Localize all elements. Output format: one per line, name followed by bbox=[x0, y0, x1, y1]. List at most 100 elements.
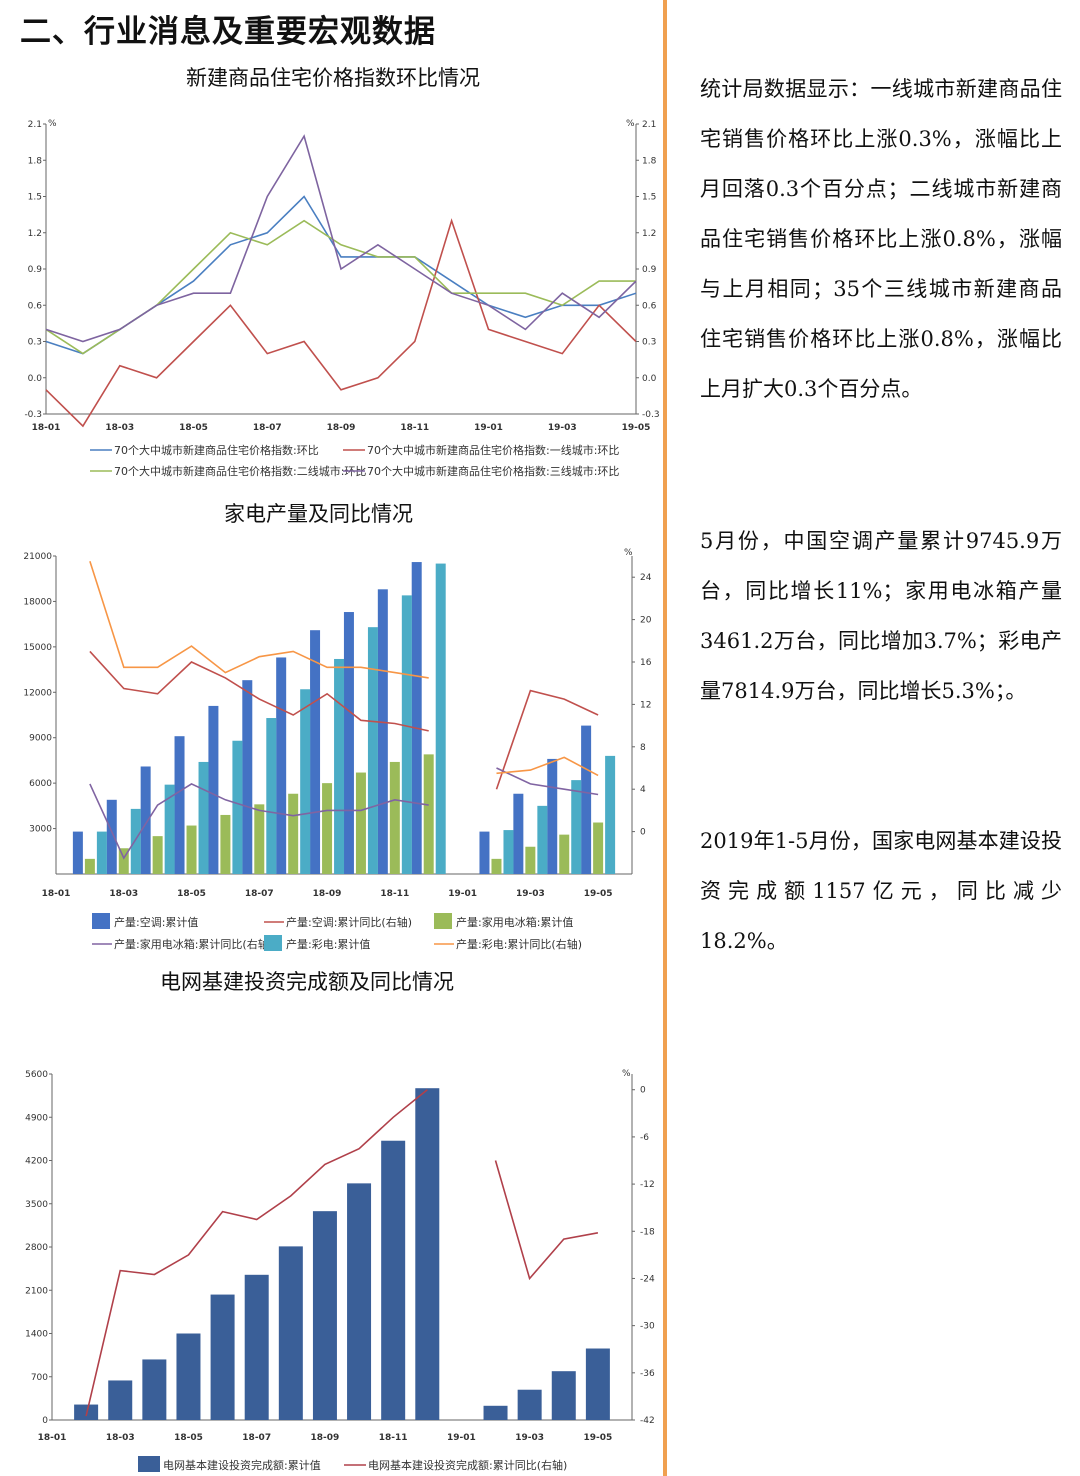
chart2-appliance-output: % 3000 6000 9000 12000 15000 18000 21000 0 4 8 12 16… bbox=[23, 548, 652, 951]
chart1-right-tick-label: 0.0 bbox=[642, 374, 657, 384]
chart2-x-label: 19-05 bbox=[584, 889, 613, 899]
chart2-bar-2 bbox=[220, 814, 231, 874]
chart2-bar-3 bbox=[266, 718, 277, 874]
chart2-bar-2 bbox=[254, 804, 265, 874]
chart2-line-2 bbox=[89, 767, 599, 860]
chart2-x-label: 18-01 bbox=[42, 889, 71, 899]
chart3-grid-investment: % 0 700 1400 2100 2800 3500 4200 4900 5600 -42 -36 -… bbox=[25, 1069, 655, 1472]
chart2-bar-3 bbox=[96, 831, 107, 874]
chart2-bar-1 bbox=[513, 793, 524, 874]
chart2-bar-3 bbox=[164, 784, 175, 874]
paragraph-housing: 统计局数据显示：一线城市新建商品住宅销售价格环比上涨0.3%，涨幅比上月回落0.… bbox=[700, 77, 1062, 401]
chart3-right-tick-label: -36 bbox=[640, 1369, 655, 1379]
chart1-left-tick-label: 0.6 bbox=[28, 301, 43, 311]
chart2-right-tick-label: 16 bbox=[640, 658, 652, 668]
column-divider bbox=[663, 0, 667, 1476]
chart2-bar-1 bbox=[208, 705, 219, 874]
chart2-right-tick-label: 24 bbox=[640, 573, 652, 583]
chart2-bar-3 bbox=[232, 740, 243, 874]
chart1-left-tick-label: 0.3 bbox=[28, 338, 42, 348]
chart2-bar-1 bbox=[174, 736, 185, 874]
chart1-x-label: 19-03 bbox=[548, 423, 577, 433]
chart1-x-label: 18-05 bbox=[179, 423, 208, 433]
chart2-bar-2 bbox=[322, 783, 333, 874]
chart1-left-tick-label: 1.5 bbox=[28, 193, 42, 203]
chart2-bar-2 bbox=[84, 858, 95, 874]
chart1-left-tick-label: 0.9 bbox=[28, 265, 43, 275]
chart3-x-label: 19-01 bbox=[447, 1433, 476, 1443]
chart3-left-tick-label: 3500 bbox=[25, 1200, 48, 1210]
chart2-bar-3 bbox=[605, 755, 616, 874]
chart2-bar-2 bbox=[186, 825, 197, 874]
chart1-right-tick-label: 1.8 bbox=[642, 156, 657, 166]
chart1-left-unit: % bbox=[48, 119, 57, 129]
chart3-x-label: 18-11 bbox=[379, 1433, 408, 1443]
chart2-bar-1 bbox=[343, 612, 354, 874]
chart3-right-tick-label: -24 bbox=[640, 1274, 655, 1284]
chart3-left-tick-label: 2100 bbox=[25, 1286, 48, 1296]
chart2-bar-1 bbox=[411, 562, 422, 874]
chart3-bar bbox=[517, 1389, 542, 1420]
paragraph-grid: 2019年1-5月份，国家电网基本建设投资完成额1157亿元，同比减少18.2%… bbox=[700, 829, 1062, 953]
chart2-x-label: 18-11 bbox=[380, 889, 409, 899]
chart2-bar-2 bbox=[118, 848, 129, 874]
chart3-left-tick-label: 0 bbox=[42, 1416, 48, 1426]
chart3-right-tick-label: -18 bbox=[640, 1227, 655, 1237]
chart3-legend-label: 电网基本建设投资完成额:累计同比(右轴) bbox=[368, 1458, 567, 1472]
chart1-left-tick-label: 1.2 bbox=[28, 229, 42, 239]
chart3-right-tick-label: -6 bbox=[640, 1133, 649, 1143]
chart2-legend-label: 产量:空调:累计值 bbox=[114, 915, 198, 929]
chart2-title: 家电产量及同比情况 bbox=[224, 502, 413, 526]
chart2-bar-2 bbox=[423, 754, 434, 874]
chart2-x-label: 19-03 bbox=[516, 889, 545, 899]
chart3-left-tick-label: 1400 bbox=[25, 1330, 48, 1340]
chart3-left-tick-label: 4200 bbox=[25, 1157, 48, 1167]
section-title: 二、行业消息及重要宏观数据 bbox=[20, 14, 436, 50]
chart2-bar-1 bbox=[479, 831, 490, 874]
chart1-right-tick-label: 0.6 bbox=[642, 301, 657, 311]
paragraph-appliance: 5月份，中国空调产量累计9745.9万台，同比增长11%；家用电冰箱产量3461… bbox=[700, 529, 1062, 703]
chart2-left-tick-label: 21000 bbox=[23, 552, 52, 562]
chart2-x-label: 18-03 bbox=[109, 889, 138, 899]
chart1-legend-label: 70个大中城市新建商品住宅价格指数:环比 bbox=[114, 443, 319, 457]
chart1-series-line-3 bbox=[45, 219, 636, 355]
chart1-series-line-2 bbox=[45, 218, 637, 428]
chart2-bar-2 bbox=[288, 793, 299, 874]
chart3-bar bbox=[278, 1246, 303, 1420]
chart3-right-unit: % bbox=[622, 1069, 631, 1079]
chart2-left-tick-label: 9000 bbox=[29, 734, 52, 744]
chart2-bar-1 bbox=[547, 758, 558, 874]
chart1-x-label: 18-11 bbox=[400, 423, 429, 433]
chart2-right-tick-label: 20 bbox=[640, 616, 652, 626]
chart2-bar-2 bbox=[389, 761, 400, 874]
chart2-right-unit: % bbox=[624, 548, 633, 558]
chart2-legend-swatch bbox=[264, 935, 282, 951]
chart3-x-label: 18-01 bbox=[38, 1433, 67, 1443]
chart3-left-tick-label: 700 bbox=[31, 1373, 48, 1383]
chart1-right-tick-label: 0.9 bbox=[642, 265, 657, 275]
chart2-legend-label: 产量:家用电冰箱:累计值 bbox=[456, 915, 573, 929]
chart2-bar-1 bbox=[72, 831, 83, 874]
chart2-bar-3 bbox=[198, 761, 209, 874]
chart3-right-tick-label: 0 bbox=[640, 1086, 646, 1096]
chart2-bar-3 bbox=[571, 780, 582, 874]
chart2-legend-label: 产量:彩电:累计值 bbox=[286, 937, 370, 951]
chart2-legend-label: 产量:空调:累计同比(右轴) bbox=[286, 915, 412, 929]
chart2-bar-1 bbox=[310, 630, 321, 874]
chart2-bar-2 bbox=[593, 822, 604, 874]
chart2-left-tick-label: 3000 bbox=[29, 825, 52, 835]
chart3-bar bbox=[415, 1088, 440, 1420]
chart1-right-tick-label: -0.3 bbox=[642, 410, 660, 420]
chart3-bar bbox=[176, 1333, 201, 1420]
chart2-bar-3 bbox=[401, 595, 412, 874]
chart3-left-tick-label: 2800 bbox=[25, 1243, 48, 1253]
chart2-legend-swatch bbox=[92, 913, 110, 929]
chart2-bar-3 bbox=[367, 627, 378, 874]
chart3-left-tick-label: 5600 bbox=[25, 1070, 48, 1080]
chart2-bar-1 bbox=[581, 725, 592, 874]
chart3-bar bbox=[142, 1359, 167, 1420]
chart2-right-tick-label: 8 bbox=[640, 743, 646, 753]
chart2-bar-1 bbox=[377, 589, 388, 874]
chart2-x-label: 19-01 bbox=[448, 889, 477, 899]
chart1-right-unit: % bbox=[626, 119, 635, 129]
